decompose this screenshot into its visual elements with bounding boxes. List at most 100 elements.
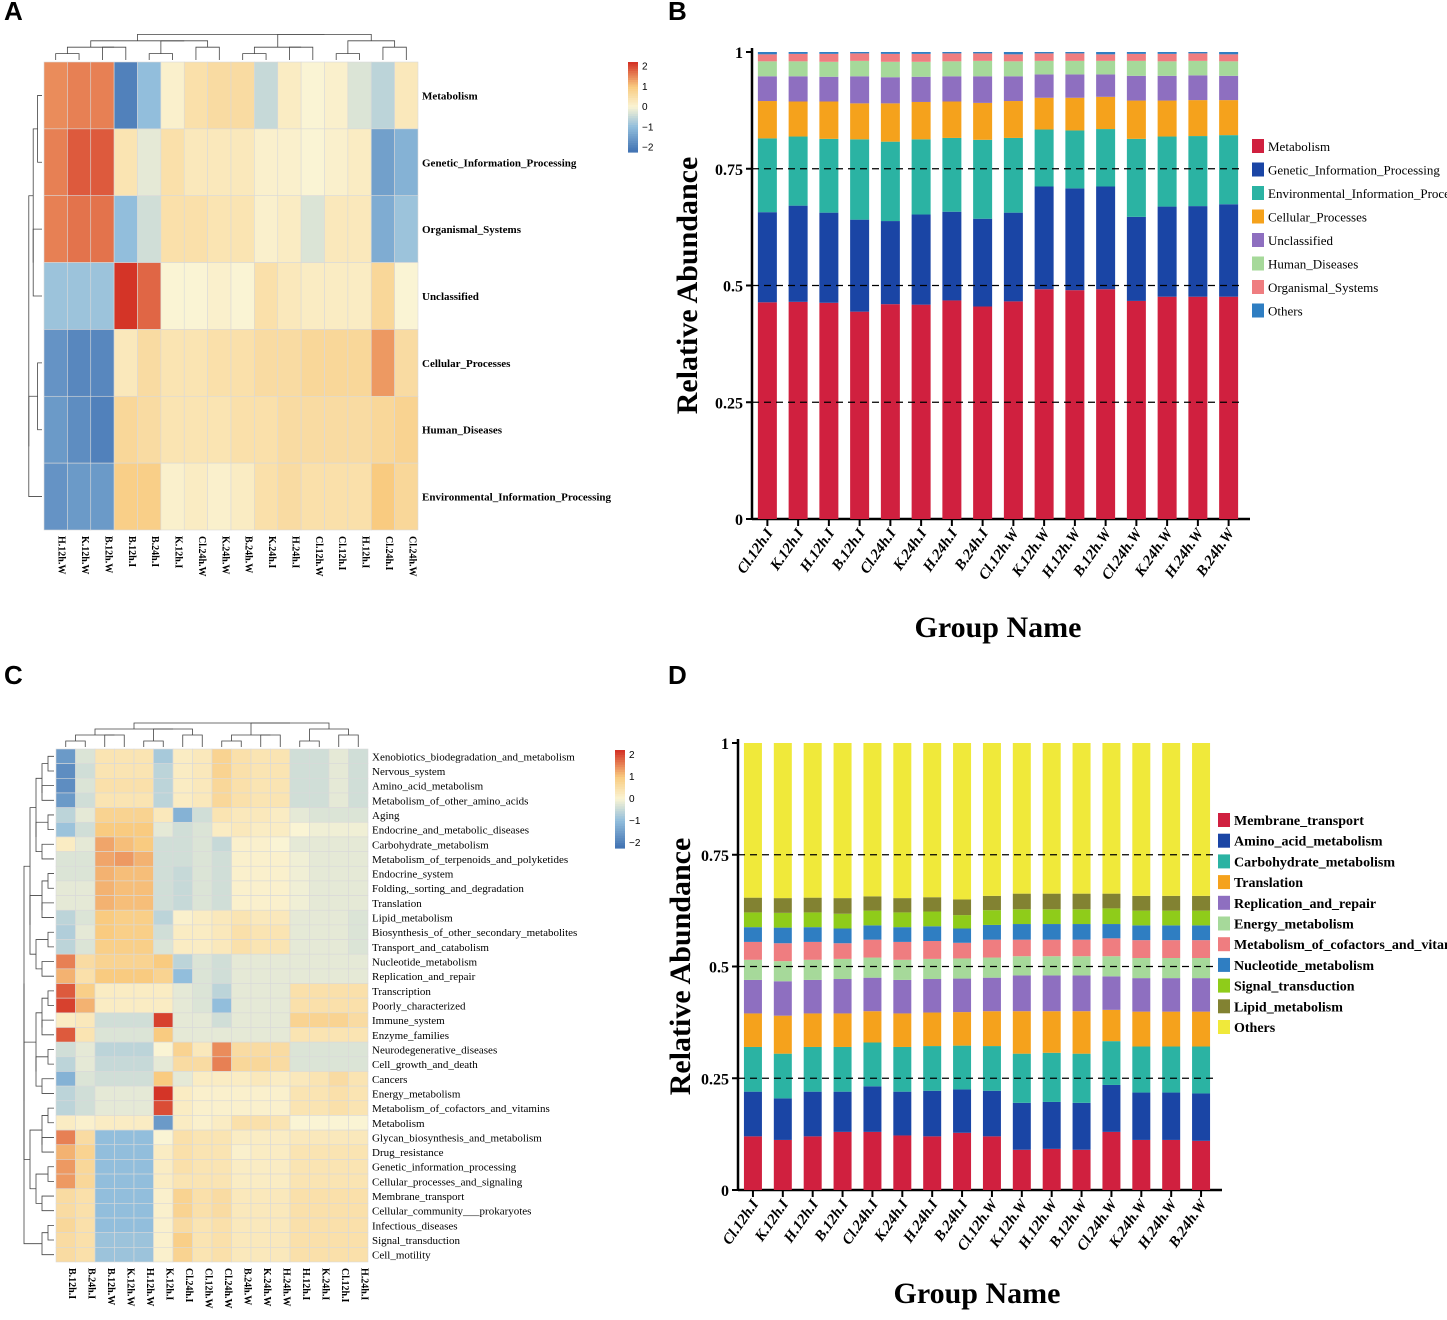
heatmap-cell <box>347 262 372 330</box>
row-dendrogram-branch <box>47 1224 54 1241</box>
heatmap-cell <box>67 395 92 464</box>
heatmap-cell <box>133 1056 154 1072</box>
bar-segment <box>819 53 839 62</box>
bar-segment <box>1072 924 1091 940</box>
heatmap-cell <box>133 1159 154 1175</box>
row-dendrogram-branch <box>41 1195 54 1212</box>
heatmap-cell <box>231 1247 252 1263</box>
column-dendrogram-branch <box>338 734 359 747</box>
bar-segment <box>942 52 962 54</box>
column-dendrogram-branch <box>137 34 325 41</box>
heatmap-cell <box>55 1232 76 1248</box>
heatmap-cell <box>328 1144 349 1160</box>
legend-label: Others <box>1234 1021 1276 1036</box>
bar-segment <box>1192 1140 1211 1190</box>
bar-segment <box>1126 138 1146 217</box>
heatmap-cell <box>211 1129 232 1146</box>
heatmap-cell <box>270 1012 291 1028</box>
heatmap-cell <box>300 262 325 330</box>
bar-segment <box>1126 300 1146 519</box>
heatmap-cell <box>309 939 330 955</box>
heatmap-cell <box>94 1071 115 1087</box>
panel-letter-b: B <box>668 0 687 26</box>
heatmap-cell <box>192 880 213 896</box>
heatmap-cell <box>133 1115 154 1131</box>
row-label: Amino_acid_metabolism <box>372 781 484 793</box>
heatmap-cell <box>114 1247 135 1263</box>
heatmap-cell <box>153 953 174 970</box>
heatmap-cell <box>328 1056 349 1072</box>
heatmap-cell <box>94 1217 115 1233</box>
heatmap-cell <box>55 1188 76 1204</box>
bar-segment <box>1096 96 1116 130</box>
bar-segment <box>1132 910 1151 926</box>
heatmap-cell <box>348 1027 369 1043</box>
heatmap-cell <box>254 61 279 130</box>
heatmap-cell <box>192 909 213 926</box>
heatmap-cell <box>250 1203 271 1219</box>
heatmap-cell <box>250 983 271 999</box>
color-scale-label: −1 <box>629 816 641 827</box>
heatmap-cell <box>43 395 68 464</box>
heatmap-cell <box>309 983 330 999</box>
heatmap-cell <box>394 195 419 263</box>
heatmap-cell <box>133 836 154 852</box>
row-label: Signal_transduction <box>372 1235 460 1247</box>
bar-segment <box>1102 938 1121 957</box>
heatmap-cell <box>250 909 271 926</box>
bar-segment <box>1132 743 1151 896</box>
legend-swatch <box>1218 895 1230 910</box>
heatmap-cell <box>309 1173 330 1190</box>
heatmap-cell <box>289 1129 310 1146</box>
heatmap-cell <box>270 778 291 794</box>
heatmap-cell <box>277 61 302 130</box>
row-dendrogram-branch <box>35 777 42 837</box>
bar-segment <box>1012 909 1031 925</box>
heatmap-cell <box>250 1159 271 1175</box>
heatmap-cell <box>289 1203 310 1219</box>
heatmap-cell <box>114 1115 135 1131</box>
heatmap-cell <box>172 792 193 808</box>
heatmap-cell <box>153 1129 174 1146</box>
heatmap-cell <box>347 195 372 263</box>
heatmap-cell <box>114 1188 135 1204</box>
heatmap-cell <box>192 1232 213 1248</box>
bar-segment <box>1162 743 1181 896</box>
heatmap-cell <box>348 1203 369 1219</box>
bar-segment <box>923 743 942 898</box>
column-dendrogram-branch <box>182 734 203 747</box>
bar-segment <box>1034 53 1054 61</box>
heatmap-cell <box>348 880 369 896</box>
y-axis-title: Relative Abundance <box>671 157 704 415</box>
heatmap-cell <box>94 953 115 970</box>
heatmap-cell <box>370 61 395 130</box>
heatmap-cell <box>348 953 369 970</box>
heatmap-cell <box>289 1217 310 1233</box>
heatmap-cell <box>192 865 213 882</box>
heatmap-cell <box>270 895 291 911</box>
heatmap-cell <box>160 462 185 531</box>
heatmap-cell <box>348 983 369 999</box>
bar-segment <box>1042 893 1061 910</box>
y-tick-label: 0.25 <box>715 395 743 412</box>
heatmap-cell <box>270 1203 291 1219</box>
column-dendrogram-branch <box>90 40 185 48</box>
color-scale-step <box>628 100 638 104</box>
heatmap-cell <box>289 1071 310 1087</box>
column-dendrogram-branch <box>133 722 290 729</box>
row-dendrogram-branch <box>37 362 42 431</box>
heatmap-cell <box>67 61 92 130</box>
bar-segment <box>1012 924 1031 940</box>
color-scale-step <box>628 125 638 128</box>
heatmap-cell <box>94 836 115 852</box>
heatmap-cell <box>172 983 193 999</box>
row-label: Neurodegenerative_diseases <box>372 1044 497 1056</box>
heatmap-cell <box>94 1115 115 1131</box>
bar-segment <box>757 101 777 139</box>
heatmap-cell <box>348 851 369 867</box>
column-label: B.24h.W <box>243 536 254 573</box>
bar-segment <box>953 1012 972 1046</box>
bar-segment <box>1072 743 1091 894</box>
heatmap-cell <box>153 792 174 808</box>
bar-segment <box>1102 1084 1121 1132</box>
